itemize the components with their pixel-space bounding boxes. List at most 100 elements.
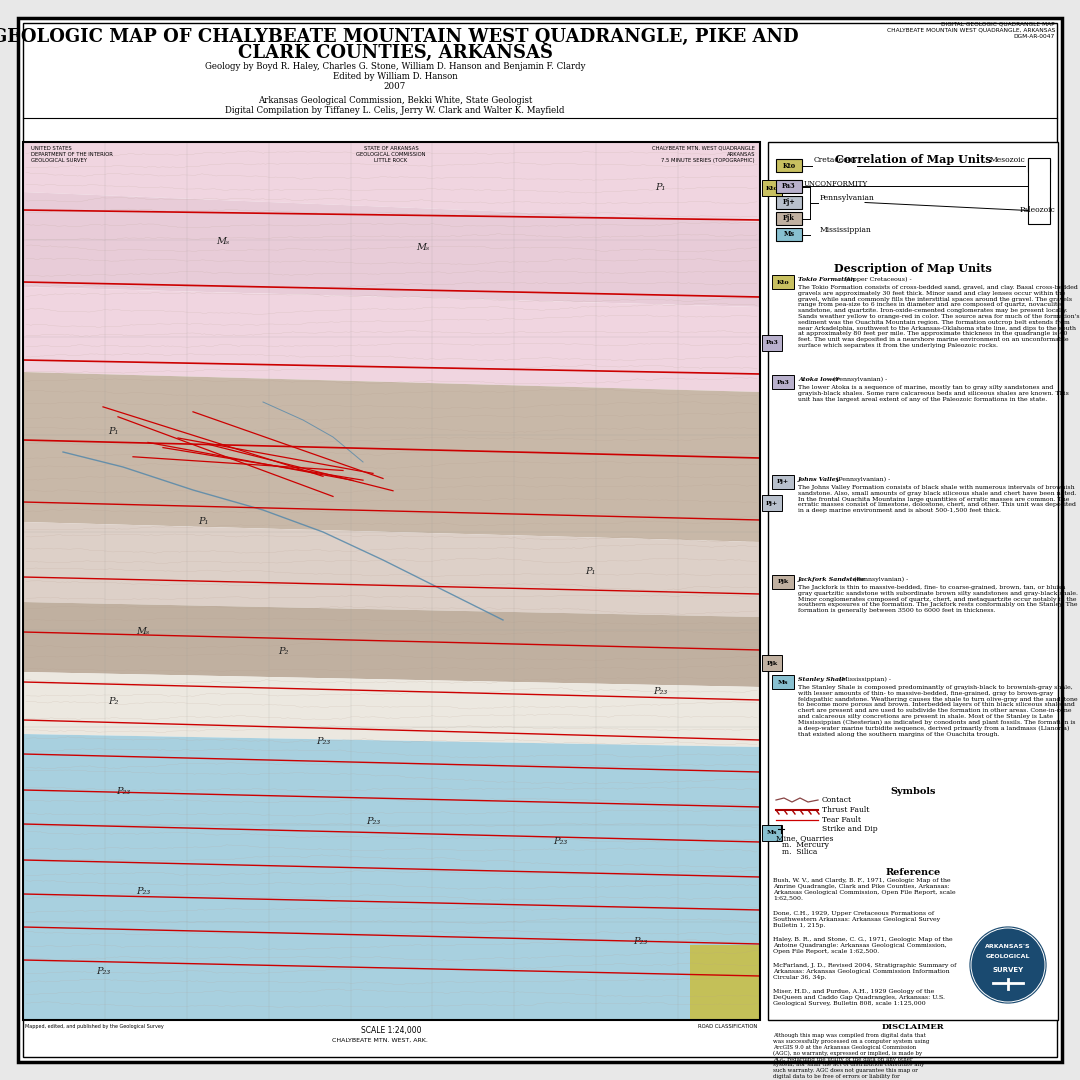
Text: The Johns Valley Formation consists of black shale with numerous intervals of br: The Johns Valley Formation consists of b… (798, 485, 1077, 513)
Text: Reference: Reference (886, 868, 941, 877)
Text: Pjk: Pjk (783, 215, 795, 222)
Polygon shape (23, 141, 760, 222)
Text: m.  Silica: m. Silica (782, 848, 818, 856)
Text: P₂₃: P₂₃ (633, 937, 647, 946)
Text: GEOLOGICAL: GEOLOGICAL (986, 955, 1030, 959)
Text: The Stanley Shale is composed predominantly of grayish-black to brownish-gray sh: The Stanley Shale is composed predominan… (798, 685, 1078, 737)
Text: Mississippian: Mississippian (820, 226, 872, 233)
Text: UNCONFORMITY: UNCONFORMITY (804, 180, 868, 188)
Bar (762, 495, 782, 511)
Bar (1028, 158, 1050, 224)
Text: Edited by William D. Hanson: Edited by William D. Hanson (333, 72, 457, 81)
Text: Kto: Kto (777, 280, 789, 284)
Bar (777, 212, 802, 225)
Text: (Mississippian) -: (Mississippian) - (837, 677, 891, 683)
Polygon shape (23, 372, 760, 542)
Text: Bush, W. V., and Clardy, B. F., 1971, Geologic Map of the
Amrine Quadrangle, Cla: Bush, W. V., and Clardy, B. F., 1971, Ge… (773, 878, 956, 901)
Bar (772, 275, 794, 289)
Text: Digital Compilation by Tiffaney L. Celis, Jerry W. Clark and Walter K. Mayfield: Digital Compilation by Tiffaney L. Celis… (226, 106, 565, 114)
Text: Pa3: Pa3 (782, 183, 796, 190)
Bar (777, 195, 802, 210)
Bar (777, 159, 802, 172)
Text: DISCLAIMER: DISCLAIMER (881, 1023, 944, 1031)
Bar (762, 825, 782, 841)
Text: Tokio Formation: Tokio Formation (798, 276, 855, 282)
Text: Correlation of Map Units: Correlation of Map Units (835, 154, 991, 165)
Text: P₂₃: P₂₃ (136, 888, 150, 896)
Text: Tear Fault: Tear Fault (822, 816, 861, 824)
Text: +: + (1003, 993, 1013, 1002)
Text: Pjk: Pjk (767, 661, 778, 665)
Text: Thrust Fault: Thrust Fault (822, 806, 869, 814)
Bar (768, 141, 1058, 1020)
Text: P₂₃: P₂₃ (315, 738, 330, 746)
Text: Johns Valley: Johns Valley (798, 477, 840, 482)
Text: STATE OF ARKANSAS
GEOLOGICAL COMMISSION
LITTLE ROCK: STATE OF ARKANSAS GEOLOGICAL COMMISSION … (356, 146, 426, 163)
Text: McFarland, J. D., Revised 2004, Stratigraphic Summary of
Arkansas: Arkansas Geol: McFarland, J. D., Revised 2004, Stratigr… (773, 963, 957, 980)
Text: Ms: Ms (767, 831, 778, 836)
Text: (Pennsylvanian) -: (Pennsylvanian) - (831, 377, 888, 382)
Bar (23, 141, 760, 1020)
Polygon shape (23, 192, 760, 307)
Text: P₂: P₂ (278, 648, 288, 657)
Text: 2007: 2007 (383, 82, 406, 91)
Bar (777, 228, 802, 241)
Text: Description of Map Units: Description of Map Units (834, 264, 991, 274)
Text: Mesozoic: Mesozoic (989, 157, 1025, 164)
Text: Ms: Ms (783, 230, 795, 239)
Bar (772, 575, 794, 589)
Bar (23, 141, 760, 1020)
Text: Miser, H.D., and Purdue, A.H., 1929 Geology of the
DeQueen and Caddo Gap Quadran: Miser, H.D., and Purdue, A.H., 1929 Geol… (773, 989, 945, 1005)
Polygon shape (23, 522, 760, 617)
Bar (777, 180, 802, 193)
Text: The lower Atoka is a sequence of marine, mostly tan to gray silty sandstones and: The lower Atoka is a sequence of marine,… (798, 384, 1069, 402)
Text: Arkansas Geological Commission, Bekki White, State Geologist: Arkansas Geological Commission, Bekki Wh… (258, 96, 532, 105)
Text: Pa3: Pa3 (766, 340, 779, 346)
Text: P₁: P₁ (198, 517, 208, 526)
Text: UNITED STATES
DEPARTMENT OF THE INTERIOR
GEOLOGICAL SURVEY: UNITED STATES DEPARTMENT OF THE INTERIOR… (31, 146, 113, 163)
Text: Paleozoic: Paleozoic (1020, 205, 1055, 214)
Text: Pennsylvanian: Pennsylvanian (820, 193, 875, 202)
Text: Contact: Contact (822, 796, 852, 804)
Text: (Pennsylvanian) -: (Pennsylvanian) - (852, 577, 908, 582)
Text: Pj+: Pj+ (783, 199, 795, 206)
Text: Mₛ: Mₛ (216, 238, 230, 246)
Text: CHALYBEATE MTN. WEST, ARK.: CHALYBEATE MTN. WEST, ARK. (332, 1038, 428, 1043)
Polygon shape (23, 734, 760, 1020)
Text: Mine, Quarries: Mine, Quarries (777, 834, 834, 842)
Text: Mₛ: Mₛ (417, 243, 430, 252)
Text: ARKANSAS'S: ARKANSAS'S (985, 945, 1030, 949)
Text: CLARK COUNTIES, ARKANSAS: CLARK COUNTIES, ARKANSAS (238, 44, 553, 62)
Text: Pa3: Pa3 (777, 379, 789, 384)
Circle shape (968, 924, 1048, 1005)
Text: Geology by Boyd R. Haley, Charles G. Stone, William D. Hanson and Benjamin F. Cl: Geology by Boyd R. Haley, Charles G. Sto… (205, 62, 585, 71)
Text: P₂₃: P₂₃ (96, 968, 110, 976)
Text: Symbols: Symbols (890, 787, 935, 796)
Text: Pjk: Pjk (778, 580, 788, 584)
Text: Pj+: Pj+ (766, 500, 778, 505)
Text: Mapped, edited, and published by the Geological Survey: Mapped, edited, and published by the Geo… (25, 1024, 164, 1029)
Text: P₂: P₂ (108, 698, 118, 706)
Text: P₂₃: P₂₃ (366, 818, 380, 826)
Text: ROAD CLASSIFICATION: ROAD CLASSIFICATION (698, 1024, 757, 1029)
Text: The Tokio Formation consists of cross-bedded sand, gravel, and clay. Basal cross: The Tokio Formation consists of cross-be… (798, 285, 1080, 348)
Text: P₁: P₁ (108, 428, 118, 436)
Bar (762, 654, 782, 671)
Bar (772, 375, 794, 389)
Text: (Pennsylvanian) -: (Pennsylvanian) - (834, 477, 890, 483)
Text: Kto: Kto (782, 162, 796, 170)
Text: Strike and Dip: Strike and Dip (822, 825, 878, 833)
Text: Haley, B. R., and Stone, C. G., 1971, Geologic Map of the
Antoine Quadrangle: Ar: Haley, B. R., and Stone, C. G., 1971, Ge… (773, 937, 953, 954)
Polygon shape (23, 672, 760, 747)
Text: SURVEY: SURVEY (993, 967, 1024, 973)
Text: Cretaceous: Cretaceous (814, 157, 858, 164)
Text: Jackfork Sandstone: Jackfork Sandstone (798, 577, 866, 582)
Bar (762, 180, 782, 195)
Bar (762, 335, 782, 351)
Text: The Jackfork is thin to massive-bedded, fine- to coarse-grained, brown, tan, or : The Jackfork is thin to massive-bedded, … (798, 585, 1078, 613)
Text: GEOLOGIC MAP OF CHALYBEATE MOUNTAIN WEST QUADRANGLE, PIKE AND: GEOLOGIC MAP OF CHALYBEATE MOUNTAIN WEST… (0, 28, 798, 46)
Text: (Upper Cretaceous) -: (Upper Cretaceous) - (843, 276, 912, 282)
Text: Although this map was compiled from digital data that
was successfully processed: Although this map was compiled from digi… (773, 1032, 933, 1080)
Text: DIGITAL GEOLOGIC QUADRANGLE MAP
CHALYBEATE MOUNTAIN WEST QUADRANGLE, ARKANSAS
DG: DIGITAL GEOLOGIC QUADRANGLE MAP CHALYBEA… (887, 22, 1055, 39)
Bar (772, 475, 794, 489)
